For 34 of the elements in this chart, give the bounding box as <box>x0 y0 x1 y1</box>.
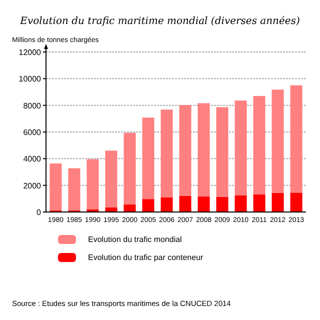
legend-label: Evolution du trafic mondial <box>88 235 182 244</box>
bar <box>124 132 136 205</box>
bar <box>216 196 228 212</box>
bar <box>160 197 173 212</box>
bar <box>160 110 173 198</box>
legend-label: Evolution du trafic par conteneur <box>88 253 204 262</box>
y-tick-label: 8000 <box>23 101 42 110</box>
bar <box>142 118 154 200</box>
bar <box>253 96 266 194</box>
bar <box>105 150 118 208</box>
bar <box>50 163 62 210</box>
bar <box>68 168 80 210</box>
bar <box>142 199 154 212</box>
bar <box>179 105 192 196</box>
y-tick-label: 12000 <box>18 48 42 57</box>
y-tick-label: 10000 <box>18 74 42 84</box>
bar <box>272 192 284 212</box>
bar <box>253 194 266 212</box>
y-tick-label: 6000 <box>23 128 42 137</box>
chart-title: Evolution du trafic maritime mondial (diverses années) <box>19 16 300 27</box>
bar <box>179 196 192 212</box>
bar <box>124 204 136 212</box>
bar <box>272 90 284 193</box>
y-tick-label: 4000 <box>23 154 42 164</box>
bar <box>198 196 210 212</box>
bar <box>234 100 247 196</box>
bar <box>86 159 99 210</box>
bar <box>290 85 302 193</box>
y-tick-label: 0 <box>36 208 42 217</box>
bar <box>290 192 302 212</box>
bar <box>198 103 210 197</box>
bar <box>234 195 247 212</box>
bar <box>216 107 228 197</box>
y-tick-label: 2000 <box>23 181 42 190</box>
